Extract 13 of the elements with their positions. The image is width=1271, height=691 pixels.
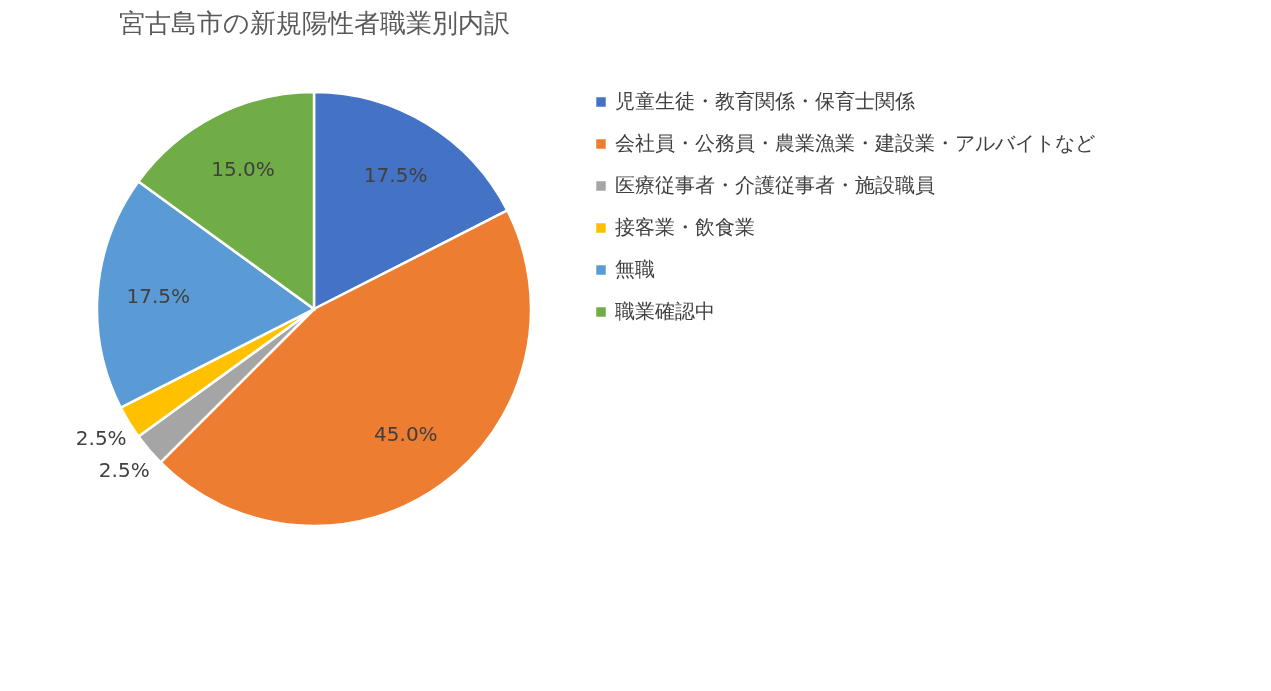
data-label: 45.0%: [374, 422, 438, 447]
legend-label: 児童生徒・教育関係・保育士関係: [615, 89, 915, 113]
legend-label: 接客業・飲食業: [615, 215, 755, 239]
legend-label: 会社員・公務員・農業漁業・建設業・アルバイトなど: [615, 131, 1095, 155]
data-label: 15.0%: [211, 156, 275, 181]
data-label: 2.5%: [98, 458, 150, 483]
chart-title: 宮古島市の新規陽性者職業別内訳: [118, 7, 510, 38]
data-label: 17.5%: [363, 162, 428, 187]
legend-label: 無職: [615, 257, 655, 281]
legend-label: 医療従事者・介護従事者・施設職員: [615, 173, 935, 197]
data-label: 2.5%: [75, 426, 127, 451]
legend-label: 職業確認中: [615, 299, 715, 323]
data-label: 17.5%: [126, 283, 191, 308]
